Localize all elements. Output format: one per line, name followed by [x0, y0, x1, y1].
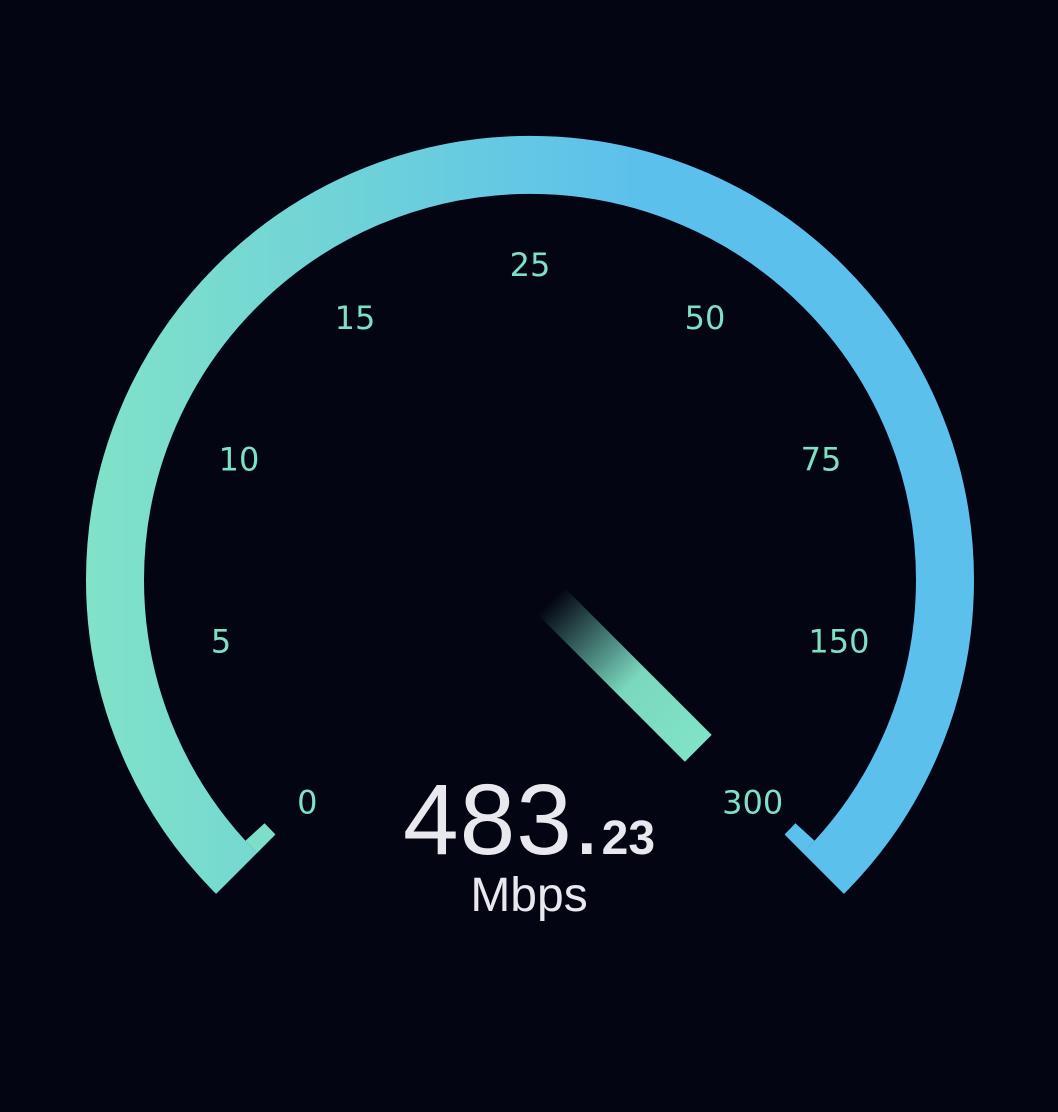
scale-label: 15 [335, 299, 376, 337]
scale-label: 50 [685, 299, 726, 337]
scale-label: 10 [219, 441, 260, 479]
gauge-arc-cap-left [245, 823, 276, 853]
gauge-arc [86, 135, 974, 894]
scale-label: 25 [510, 246, 551, 284]
gauge-scale: 0 5 10 15 25 50 75 150 300 [211, 246, 870, 822]
speed-value: 483.23 [0, 770, 1058, 870]
scale-label: 5 [211, 623, 231, 661]
scale-label: 75 [801, 441, 842, 479]
speed-value-whole: 483. [402, 764, 602, 876]
gauge-needle [537, 587, 712, 762]
scale-label: 150 [808, 623, 869, 661]
speed-unit-label: Mbps [470, 869, 588, 922]
scale-label: 0 [297, 784, 317, 822]
speed-value-fraction: 23 [601, 812, 656, 865]
scale-label: 300 [722, 784, 783, 822]
gauge-arc-cap-right [784, 823, 815, 853]
